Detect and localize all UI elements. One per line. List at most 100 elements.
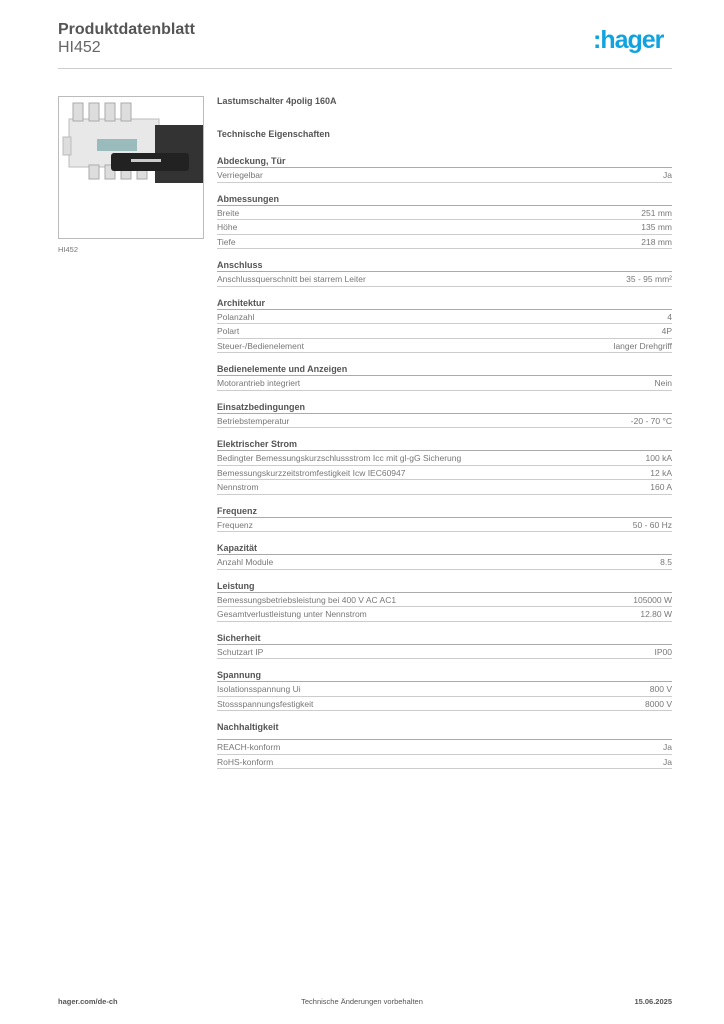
spec-row: Frequenz 50 - 60 Hz	[217, 518, 672, 532]
spec-section: Bedienelemente und Anzeigen Motorantrieb …	[217, 363, 672, 391]
spec-row: Motorantrieb integriert Nein	[217, 376, 672, 391]
spec-value: 4P	[661, 326, 672, 336]
spec-label: Steuer-/Bedienelement	[217, 340, 304, 351]
footer-date: 15.06.2025	[634, 997, 672, 1006]
spec-label: Verriegelbar	[217, 170, 263, 180]
spec-row: Steuer-/Bedienelement langer Drehgriff	[217, 339, 672, 353]
spec-row: Nennstrom 160 A	[217, 480, 672, 495]
spec-value: IP00	[654, 646, 673, 657]
spec-row: Schutzart IP IP00	[217, 645, 673, 659]
spec-label: Frequenz	[217, 519, 253, 530]
spec-label: Bedingter Bemessungskurzschlussstrom Icc…	[217, 453, 462, 463]
product-image	[58, 96, 205, 239]
spec-section-title: Einsatzbedingungen	[217, 401, 672, 414]
footer-website: hager.com/de-ch	[58, 997, 118, 1006]
spec-section-title: Spannung	[217, 669, 672, 682]
spec-section: Leistung Bemessungsbetriebsleistung bei 4…	[217, 580, 672, 622]
spec-row: Betriebstemperatur -20 - 70 °C	[217, 414, 672, 428]
spec-section-title: Abdeckung, Tür	[217, 155, 672, 168]
spec-label: Anzahl Module	[217, 557, 274, 567]
spec-label: Schutzart IP	[217, 646, 264, 657]
spec-value: Nein	[654, 378, 672, 388]
spec-section: Elektrischer Strom Bedingter Bemessungsku…	[217, 438, 672, 495]
spec-label: Breite	[217, 207, 240, 218]
spec-section: Nachhaltigkeit REACH-konform Ja RoHS-konfor…	[217, 721, 672, 769]
spec-section-title: Kapazität	[217, 542, 672, 555]
spec-row: Bedingter Bemessungskurzschlussstrom Icc…	[217, 451, 672, 466]
section-heading: Technische Eigenschaften	[217, 129, 330, 139]
image-caption: HI452	[58, 245, 79, 254]
spec-row: Anschlussquerschnitt bei starrem Leiter 3…	[217, 272, 672, 287]
spec-value: langer Drehgriff	[613, 340, 672, 351]
spec-section-title: Frequenz	[217, 505, 672, 518]
spec-value: 50 - 60 Hz	[632, 519, 672, 530]
spec-row: Verriegelbar Ja	[217, 168, 672, 183]
spec-label: Polanzahl	[217, 311, 255, 322]
spec-label: Bemessungsbetriebsleistung bei 400 V AC …	[217, 594, 397, 605]
spec-value: 35 - 95 mm²	[626, 274, 672, 284]
spec-value: 8000 V	[645, 698, 672, 709]
spec-section-title: Leistung	[217, 580, 672, 593]
header-divider	[58, 68, 672, 69]
spec-row: Polanzahl 4	[217, 310, 672, 324]
spec-section: Kapazität Anzahl Module 8.5	[217, 542, 672, 570]
spec-value: Ja	[663, 756, 672, 767]
hager-logo: :hager	[593, 26, 664, 54]
spec-section: Spannung Isolationsspannung Ui 800 V Stosss…	[217, 669, 672, 711]
spec-row: Stossspannungsfestigkeit 8000 V	[217, 697, 672, 711]
spec-label: Isolationsspannung Ui	[217, 684, 301, 694]
spec-value: Ja	[663, 170, 672, 180]
spec-label: Höhe	[217, 222, 238, 232]
spec-section-title: Anschluss	[217, 259, 672, 272]
spec-value: 100 kA	[645, 453, 672, 463]
spec-label: Tiefe	[217, 236, 236, 247]
spec-value: 12.80 W	[640, 609, 672, 619]
spec-value: Ja	[663, 742, 672, 752]
switch-illustration	[62, 102, 205, 183]
spec-label: Betriebstemperatur	[217, 415, 290, 426]
spec-row: Tiefe 218 mm	[217, 235, 672, 249]
spec-section: Sicherheit Schutzart IP IP00	[217, 632, 673, 659]
spec-label: RoHS-konform	[217, 756, 274, 767]
spec-label: Stossspannungsfestigkeit	[217, 698, 314, 709]
spec-row: Polart 4P	[217, 324, 672, 339]
spec-section: Abdeckung, Tür Verriegelbar Ja	[217, 155, 672, 183]
spec-section: Anschluss Anschlussquerschnitt bei starre…	[217, 259, 672, 287]
spec-label: Nennstrom	[217, 482, 259, 492]
footer-disclaimer: Technische Änderungen vorbehalten	[301, 997, 423, 1006]
spec-value: 8.5	[660, 557, 672, 567]
spec-value: 135 mm	[641, 222, 672, 232]
spec-section-title: Abmessungen	[217, 193, 672, 206]
spec-section-title: Nachhaltigkeit	[217, 721, 672, 740]
spec-row: Gesamtverlustleistung unter Nennstrom 12.…	[217, 607, 672, 622]
spec-row: Bemessungskurzzeitstromfestigkeit Icw IE…	[217, 466, 672, 480]
spec-row: Höhe 135 mm	[217, 220, 672, 235]
spec-section-title: Architektur	[217, 297, 672, 310]
spec-value: 105000 W	[633, 594, 672, 605]
spec-row: Isolationsspannung Ui 800 V	[217, 682, 672, 697]
spec-label: Polart	[217, 326, 240, 336]
spec-value: -20 - 70 °C	[630, 415, 672, 426]
spec-section-title: Sicherheit	[217, 632, 672, 645]
spec-section: Einsatzbedingungen Betriebstemperatur -20 …	[217, 401, 672, 428]
spec-section-title: Bedienelemente und Anzeigen	[217, 363, 672, 376]
spec-table: Lastumschalter 4polig 160A Technische Ei…	[217, 96, 672, 779]
spec-label: Anschlussquerschnitt bei starrem Leiter	[217, 274, 366, 284]
spec-row: Anzahl Module 8.5	[217, 555, 672, 570]
spec-section: Frequenz Frequenz 50 - 60 Hz	[217, 505, 672, 532]
spec-value: 218 mm	[641, 236, 672, 247]
spec-value: 12 kA	[650, 467, 672, 478]
spec-label: Motorantrieb integriert	[217, 378, 301, 388]
spec-label: Bemessungskurzzeitstromfestigkeit Icw IE…	[217, 467, 406, 478]
spec-value: 160 A	[650, 482, 672, 492]
product-name: Lastumschalter 4polig 160A	[217, 96, 337, 106]
document-title: Produktdatenblatt	[58, 21, 195, 38]
spec-section: Abmessungen Breite 251 mm Höhe 135 mm Tiefe 21…	[217, 193, 672, 249]
spec-row: Breite 251 mm	[217, 206, 672, 220]
spec-value: 251 mm	[641, 207, 672, 218]
spec-row: RoHS-konform Ja	[217, 755, 672, 769]
spec-section: Architektur Polanzahl 4 Polart 4P Steuer-/Bed…	[217, 297, 672, 353]
spec-value: 800 V	[649, 684, 672, 694]
spec-label: Gesamtverlustleistung unter Nennstrom	[217, 609, 367, 619]
spec-row: Bemessungsbetriebsleistung bei 400 V AC …	[217, 593, 672, 607]
